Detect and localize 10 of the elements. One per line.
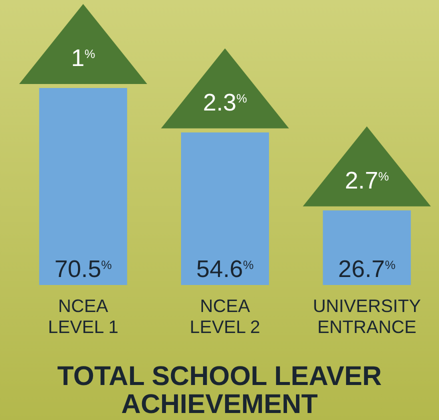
annotation: 2.3$^{%}$ (202, 89, 248, 116)
data-label: 70.5$^{%}$ (54, 256, 112, 283)
data-label: 26.7$^{%}$ (338, 256, 396, 283)
text: TOTAL SCHOOL LEAVER ACHIEVEMENT (57, 361, 382, 419)
x-tick-label: NCEA LEVEL 2 (190, 296, 260, 337)
x-tick-label: NCEA LEVEL 1 (48, 296, 118, 337)
data-label: 54.6$^{%}$ (196, 256, 254, 283)
text: 1$^{%}$ (71, 45, 96, 72)
annotation: 2.7$^{%}$ (344, 167, 390, 194)
x-tick-label: UNIVERSITY ENTRANCE (312, 296, 421, 337)
